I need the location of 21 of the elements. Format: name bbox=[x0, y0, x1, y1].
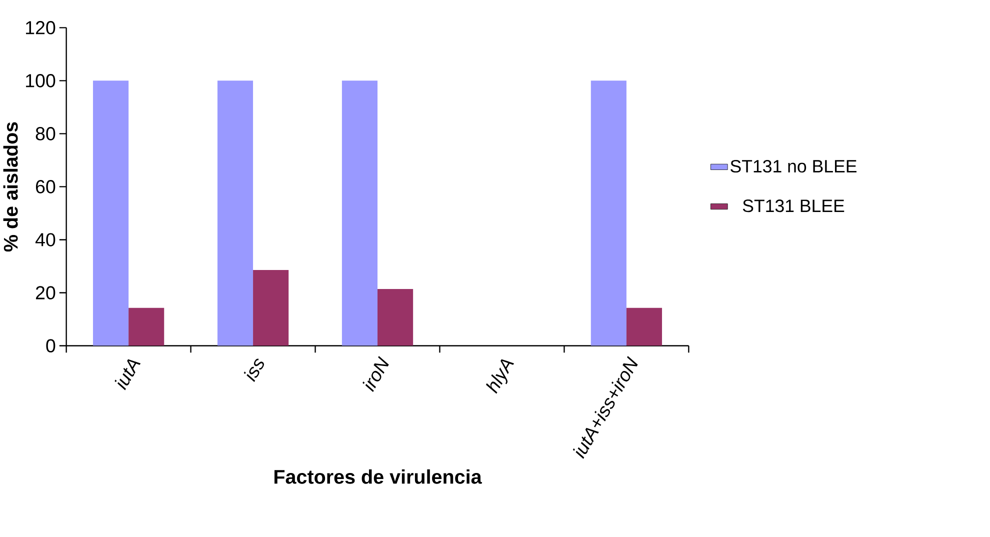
bar bbox=[217, 80, 254, 346]
bar bbox=[626, 308, 662, 346]
bar bbox=[92, 80, 129, 346]
legend-label: ST131 no BLEE bbox=[730, 160, 856, 172]
y-tick-label: 0 bbox=[46, 338, 56, 352]
y-tick-label: 80 bbox=[36, 126, 56, 140]
x-axis-title: Factores de virulencia bbox=[274, 469, 482, 484]
x-tick-label: iss bbox=[244, 358, 264, 382]
legend-label: ST131 BLEE bbox=[742, 199, 844, 212]
y-tick-label: 60 bbox=[36, 180, 56, 194]
bar bbox=[342, 80, 378, 346]
x-tick-label: iutA bbox=[114, 358, 141, 390]
bar bbox=[590, 80, 626, 346]
y-tick-label: 20 bbox=[36, 286, 56, 300]
bar bbox=[128, 308, 164, 346]
y-tick-label: 100 bbox=[26, 74, 56, 88]
bar bbox=[378, 288, 414, 346]
y-tick-label: 40 bbox=[35, 232, 56, 246]
y-tick-label: 120 bbox=[26, 20, 56, 34]
y-axis-title: % de aislados bbox=[3, 122, 18, 252]
bar bbox=[253, 270, 289, 346]
